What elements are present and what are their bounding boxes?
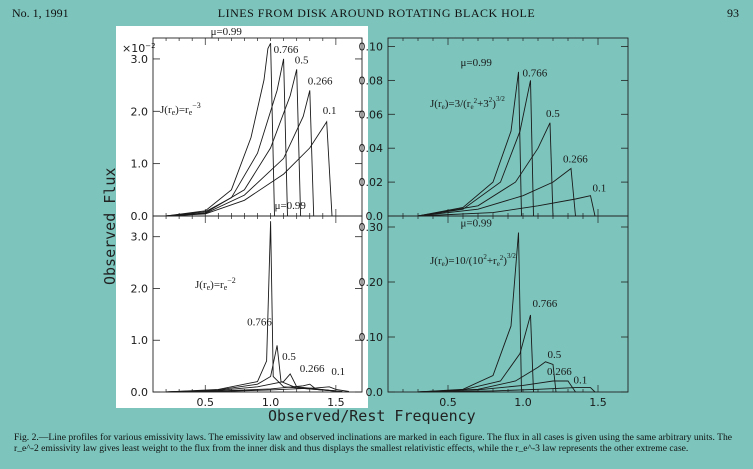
y-tick-label-3-3: 0.30 bbox=[359, 221, 384, 234]
law-label-top-right: J(re)=3/(re2+32)3/2 bbox=[430, 95, 505, 111]
x-tick-label-2-0: 0.5 bbox=[197, 396, 215, 409]
law-label-bottom-right: J(re)=10/(102+re2)3/2 bbox=[430, 252, 516, 268]
y-tick-label-2-3: 3.0 bbox=[131, 231, 149, 244]
profile-1-1 bbox=[417, 80, 534, 217]
x-tick-label-3-1: 1.0 bbox=[514, 396, 532, 409]
caption-text: Fig. 2.—Line profiles for various emissi… bbox=[14, 432, 733, 454]
profile-1-4 bbox=[417, 195, 596, 217]
y-tick-label-3-0: 0.0 bbox=[366, 386, 384, 399]
profile-0-0 bbox=[166, 42, 275, 217]
y-tick-label-2-1: 1.0 bbox=[131, 334, 149, 347]
profile-1-3 bbox=[417, 167, 576, 217]
y-tick-label-3-2: 0.20 bbox=[359, 276, 384, 289]
x-tick-label-2-1: 1.0 bbox=[262, 396, 280, 409]
y-tick-label-2-2: 2.0 bbox=[131, 282, 149, 295]
running-head-title: LINES FROM DISK AROUND ROTATING BLACK HO… bbox=[217, 6, 536, 20]
curve-label-1-2: 0.5 bbox=[546, 108, 560, 120]
curve-label-0-0: μ=0.99 bbox=[211, 26, 243, 38]
y-tick-label-1-4: 0.08 bbox=[359, 74, 384, 87]
y-tick-label-1-0: 0.0 bbox=[366, 210, 384, 223]
panel-frames bbox=[152, 37, 629, 393]
y-tick-label-1-5: 0.10 bbox=[359, 40, 384, 53]
profile-3-3 bbox=[417, 380, 576, 393]
curve-label-0-1: 0.766 bbox=[274, 44, 299, 56]
figure-2: 0.0 1.0 2.0 3.0 0.0 0.02 0.04 0.06 0.08 0.10 0.0 1.… bbox=[101, 26, 629, 425]
line-profiles bbox=[166, 42, 596, 393]
curve-label-2-1: 0.766 bbox=[247, 316, 272, 328]
curve-label-3-1: 0.766 bbox=[533, 298, 558, 310]
profile-3-4 bbox=[417, 387, 596, 393]
profile-2-0 bbox=[166, 221, 336, 393]
curve-label-1-4: 0.1 bbox=[593, 183, 607, 195]
y-tick-label-1-3: 0.06 bbox=[359, 108, 384, 121]
tick-labels: 0.0 1.0 2.0 3.0 0.0 0.02 0.04 0.06 0.08 0.10 0.0 1.… bbox=[131, 40, 607, 409]
y-tick-label-1-1: 0.02 bbox=[359, 176, 384, 189]
y-tick-label-2-0: 0.0 bbox=[131, 386, 149, 399]
y-tick-label-0-2: 2.0 bbox=[131, 105, 149, 118]
curve-labels: μ=0.990.7660.50.2660.1μ=0.990.7660.50.26… bbox=[211, 26, 607, 386]
profile-2-3 bbox=[166, 383, 343, 393]
law-label-r3: J(re)=re−3 bbox=[160, 101, 201, 117]
figure-caption: Fig. 2.—Line profiles for various emissi… bbox=[14, 432, 742, 454]
profile-0-4 bbox=[166, 120, 333, 217]
profile-1-2 bbox=[417, 122, 554, 217]
curve-label-2-0: μ=0.99 bbox=[275, 200, 307, 212]
curve-label-3-4: 0.1 bbox=[574, 375, 588, 387]
profile-0-2 bbox=[166, 69, 302, 217]
scale-note: ×10−2 bbox=[122, 42, 156, 55]
y-tick-label-0-0: 0.0 bbox=[131, 210, 149, 223]
y-tick-label-0-3: 3.0 bbox=[131, 53, 149, 66]
x-tick-label-3-0: 0.5 bbox=[439, 396, 457, 409]
curve-label-3-2: 0.5 bbox=[548, 349, 562, 361]
profile-1-0 bbox=[417, 71, 522, 217]
curve-label-1-3: 0.266 bbox=[563, 154, 588, 166]
curve-label-3-3: 0.266 bbox=[547, 366, 572, 378]
curve-label-0-4: 0.1 bbox=[323, 105, 337, 117]
curve-label-1-0: μ=0.99 bbox=[461, 57, 493, 69]
y-tick-label-0-1: 1.0 bbox=[131, 158, 149, 171]
x-tick-label-3-2: 1.5 bbox=[589, 396, 607, 409]
curve-label-0-2: 0.5 bbox=[295, 54, 309, 66]
curve-label-2-3: 0.266 bbox=[300, 363, 325, 375]
curve-label-0-3: 0.266 bbox=[308, 75, 333, 87]
profile-0-1 bbox=[166, 58, 288, 217]
y-axis-label: Observed Flux bbox=[101, 168, 119, 285]
x-axis-label: Observed/Rest Frequency bbox=[268, 407, 476, 425]
y-tick-label-1-2: 0.04 bbox=[359, 142, 384, 155]
running-head-left: No. 1, 1991 bbox=[12, 6, 69, 20]
x-tick-label-2-2: 1.5 bbox=[327, 396, 345, 409]
curve-label-2-4: 0.1 bbox=[331, 366, 345, 378]
figure-left-background bbox=[116, 26, 368, 408]
curve-label-3-0: μ=0.99 bbox=[461, 218, 493, 230]
law-label-r2: J(re)=re−2 bbox=[195, 276, 236, 292]
profile-0-3 bbox=[166, 90, 315, 217]
page-number: 93 bbox=[727, 6, 739, 20]
profile-2-4 bbox=[166, 386, 349, 393]
panel-frame-3 bbox=[387, 215, 629, 393]
curve-label-1-1: 0.766 bbox=[523, 67, 548, 79]
y-tick-label-3-1: 0.10 bbox=[359, 331, 384, 344]
curve-label-2-2: 0.5 bbox=[282, 351, 296, 363]
profile-3-2 bbox=[417, 361, 557, 393]
